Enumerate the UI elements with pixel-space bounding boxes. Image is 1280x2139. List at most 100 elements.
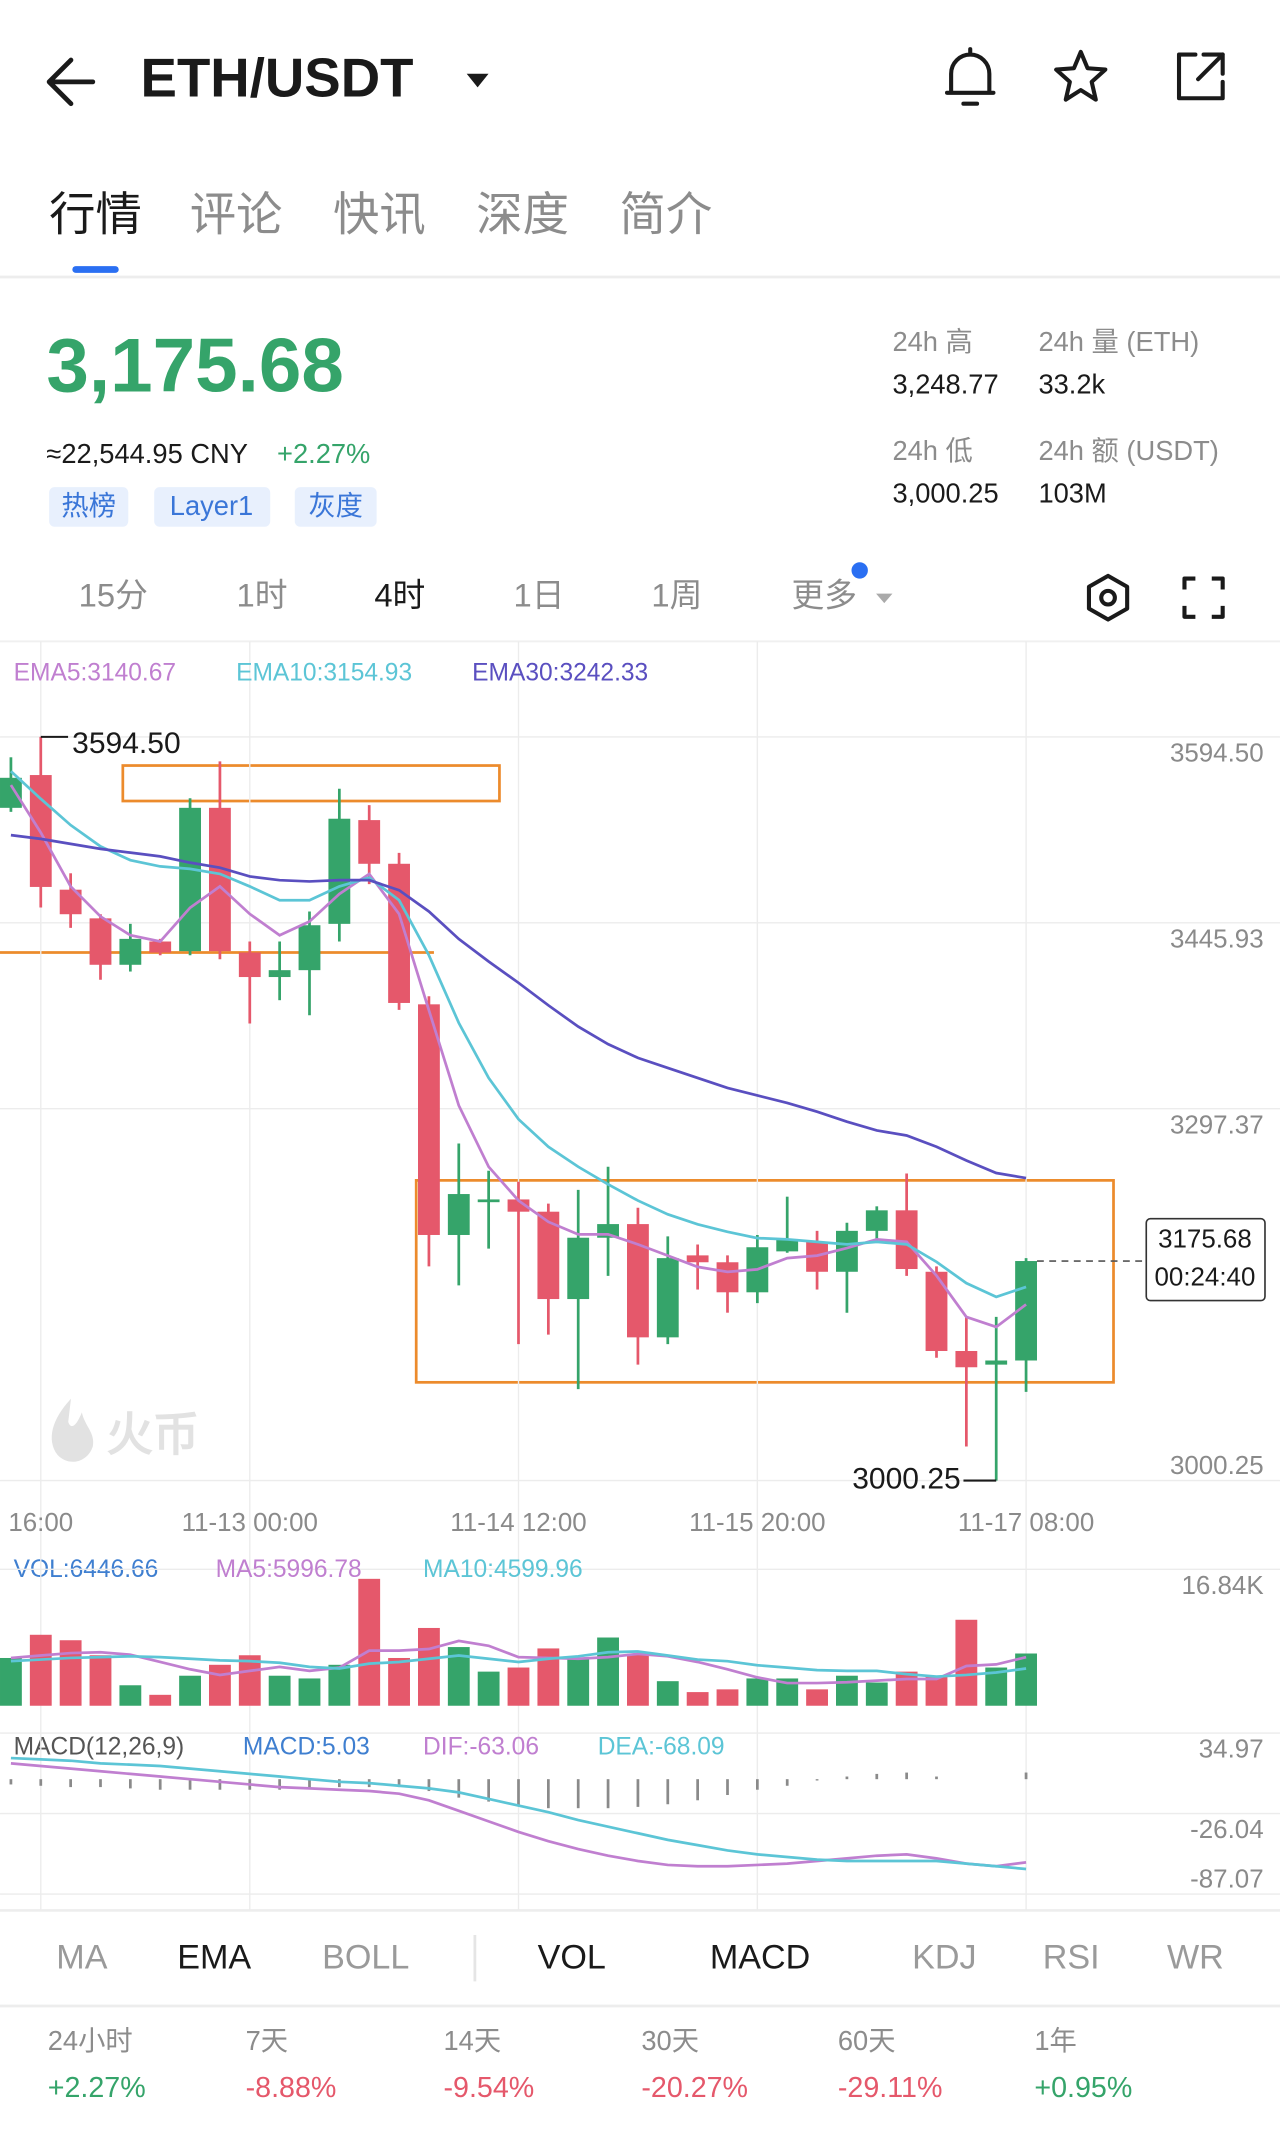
volume-bar [29,1634,52,1706]
volume-bar [656,1681,679,1706]
tag[interactable]: Layer1 [170,490,253,521]
indicator-line [10,833,1027,1180]
interval[interactable]: 更多 [791,576,857,613]
interval[interactable]: 1时 [237,576,288,613]
indicator-line [10,1756,1027,1871]
countdown: 00:24:40 [1155,1264,1256,1292]
indicator-tab[interactable]: VOL [538,1939,606,1977]
period-change: -9.54% [443,2072,534,2104]
price-tag-box [1145,1217,1266,1302]
volume-bar [567,1657,590,1706]
indicator-line [10,1650,1027,1678]
tag[interactable]: 热榜 [61,490,116,521]
tab[interactable]: 深度 [476,189,569,241]
candle-body [836,1230,858,1272]
watermark: 火币 [106,1409,199,1461]
badge-dot [851,562,868,579]
interval[interactable]: 4时 [374,576,425,613]
period-label: 30天 [641,2025,699,2056]
volume-bar [895,1671,918,1706]
legend-item: EMA30:3242.33 [472,660,648,687]
stat-label: 24h 量 (ETH) [1038,326,1199,357]
candle-body [268,970,291,978]
tab[interactable]: 行情 [49,189,142,241]
stat-value: 3,000.25 [892,478,998,509]
pair-dropdown[interactable] [466,73,489,88]
back-button[interactable] [46,57,96,107]
volume-bar [776,1678,799,1706]
stat-value: 103M [1038,478,1106,509]
candle-body [776,1238,799,1252]
y-tick-label: 3445.93 [1170,925,1264,953]
candle-body [537,1211,560,1300]
interval[interactable]: 1周 [651,576,702,613]
price-change: +2.27% [277,438,370,469]
period-change: +0.95% [1034,2072,1132,2104]
volume-bar [955,1619,978,1706]
indicator-tab[interactable]: KDJ [912,1939,976,1977]
candle-body [1015,1261,1037,1361]
candle-body [209,807,231,952]
interval[interactable]: 15分 [79,576,148,613]
indicator-tab[interactable]: MACD [710,1939,810,1977]
stat-value: 33.2k [1038,368,1105,399]
volume-bar [418,1627,440,1706]
favorite-button[interactable] [1054,49,1108,102]
indicator-line [10,1761,1027,1868]
macd-title: MACD(12,26,9) [14,1734,185,1761]
interval[interactable]: 1日 [514,576,565,613]
candle-body [507,1199,530,1212]
tab[interactable]: 快讯 [333,189,426,241]
y-tick-label: 3594.50 [1170,739,1264,767]
volume-bar [597,1637,619,1706]
candle-body [656,1258,679,1338]
share-button[interactable] [1176,52,1225,101]
candle-body [925,1271,948,1351]
candle-body [716,1262,739,1293]
indicator-tab[interactable]: BOLL [322,1939,409,1977]
tab[interactable]: 简介 [620,189,713,241]
candle-body [59,889,82,915]
fullscreen-button[interactable] [1182,576,1225,619]
volume-bar [985,1667,1008,1706]
volume-bar [716,1689,739,1706]
settings-dot [1099,588,1117,607]
period-label: 24小时 [48,2025,133,2056]
volume-bar [119,1685,142,1706]
tab-indicator [72,266,119,273]
x-tick-label: 11-15 20:00 [689,1509,825,1537]
volume-bar [806,1689,828,1706]
period-label: 14天 [443,2025,501,2056]
drawing-box [414,1179,1115,1384]
legend-item: DIF:-63.06 [423,1734,539,1761]
price-tag: 3175.68 [1158,1225,1252,1253]
candle-body [89,918,112,965]
indicator-tab[interactable]: WR [1167,1939,1224,1977]
volume-bar [686,1692,709,1706]
x-tick-label: 11-14 12:00 [450,1509,586,1537]
legend-item: MACD:5.03 [243,1734,370,1761]
volume-bar [59,1640,82,1706]
stat-label: 24h 低 [892,435,972,466]
candle-body [298,925,321,971]
x-tick-label: 16:00 [8,1509,73,1537]
indicator-tab[interactable]: RSI [1043,1939,1100,1977]
volume-bar [537,1648,560,1706]
settings-button[interactable] [1086,573,1130,622]
volume-bar [328,1664,351,1706]
pair-title[interactable]: ETH/USDT [141,47,414,108]
volume-bar [507,1667,530,1706]
candle-body [238,952,261,978]
alert-button[interactable] [944,47,996,106]
candle-body [567,1237,590,1300]
period-label: 1年 [1034,2025,1076,2056]
volume-bar [0,1657,22,1706]
tag[interactable]: 灰度 [308,490,363,521]
indicator-tab[interactable]: EMA [177,1939,251,1977]
indicator-tab[interactable]: MA [56,1939,107,1977]
candle-body [418,1004,440,1235]
indicator-line [9,770,1027,1299]
tab[interactable]: 评论 [190,189,283,241]
